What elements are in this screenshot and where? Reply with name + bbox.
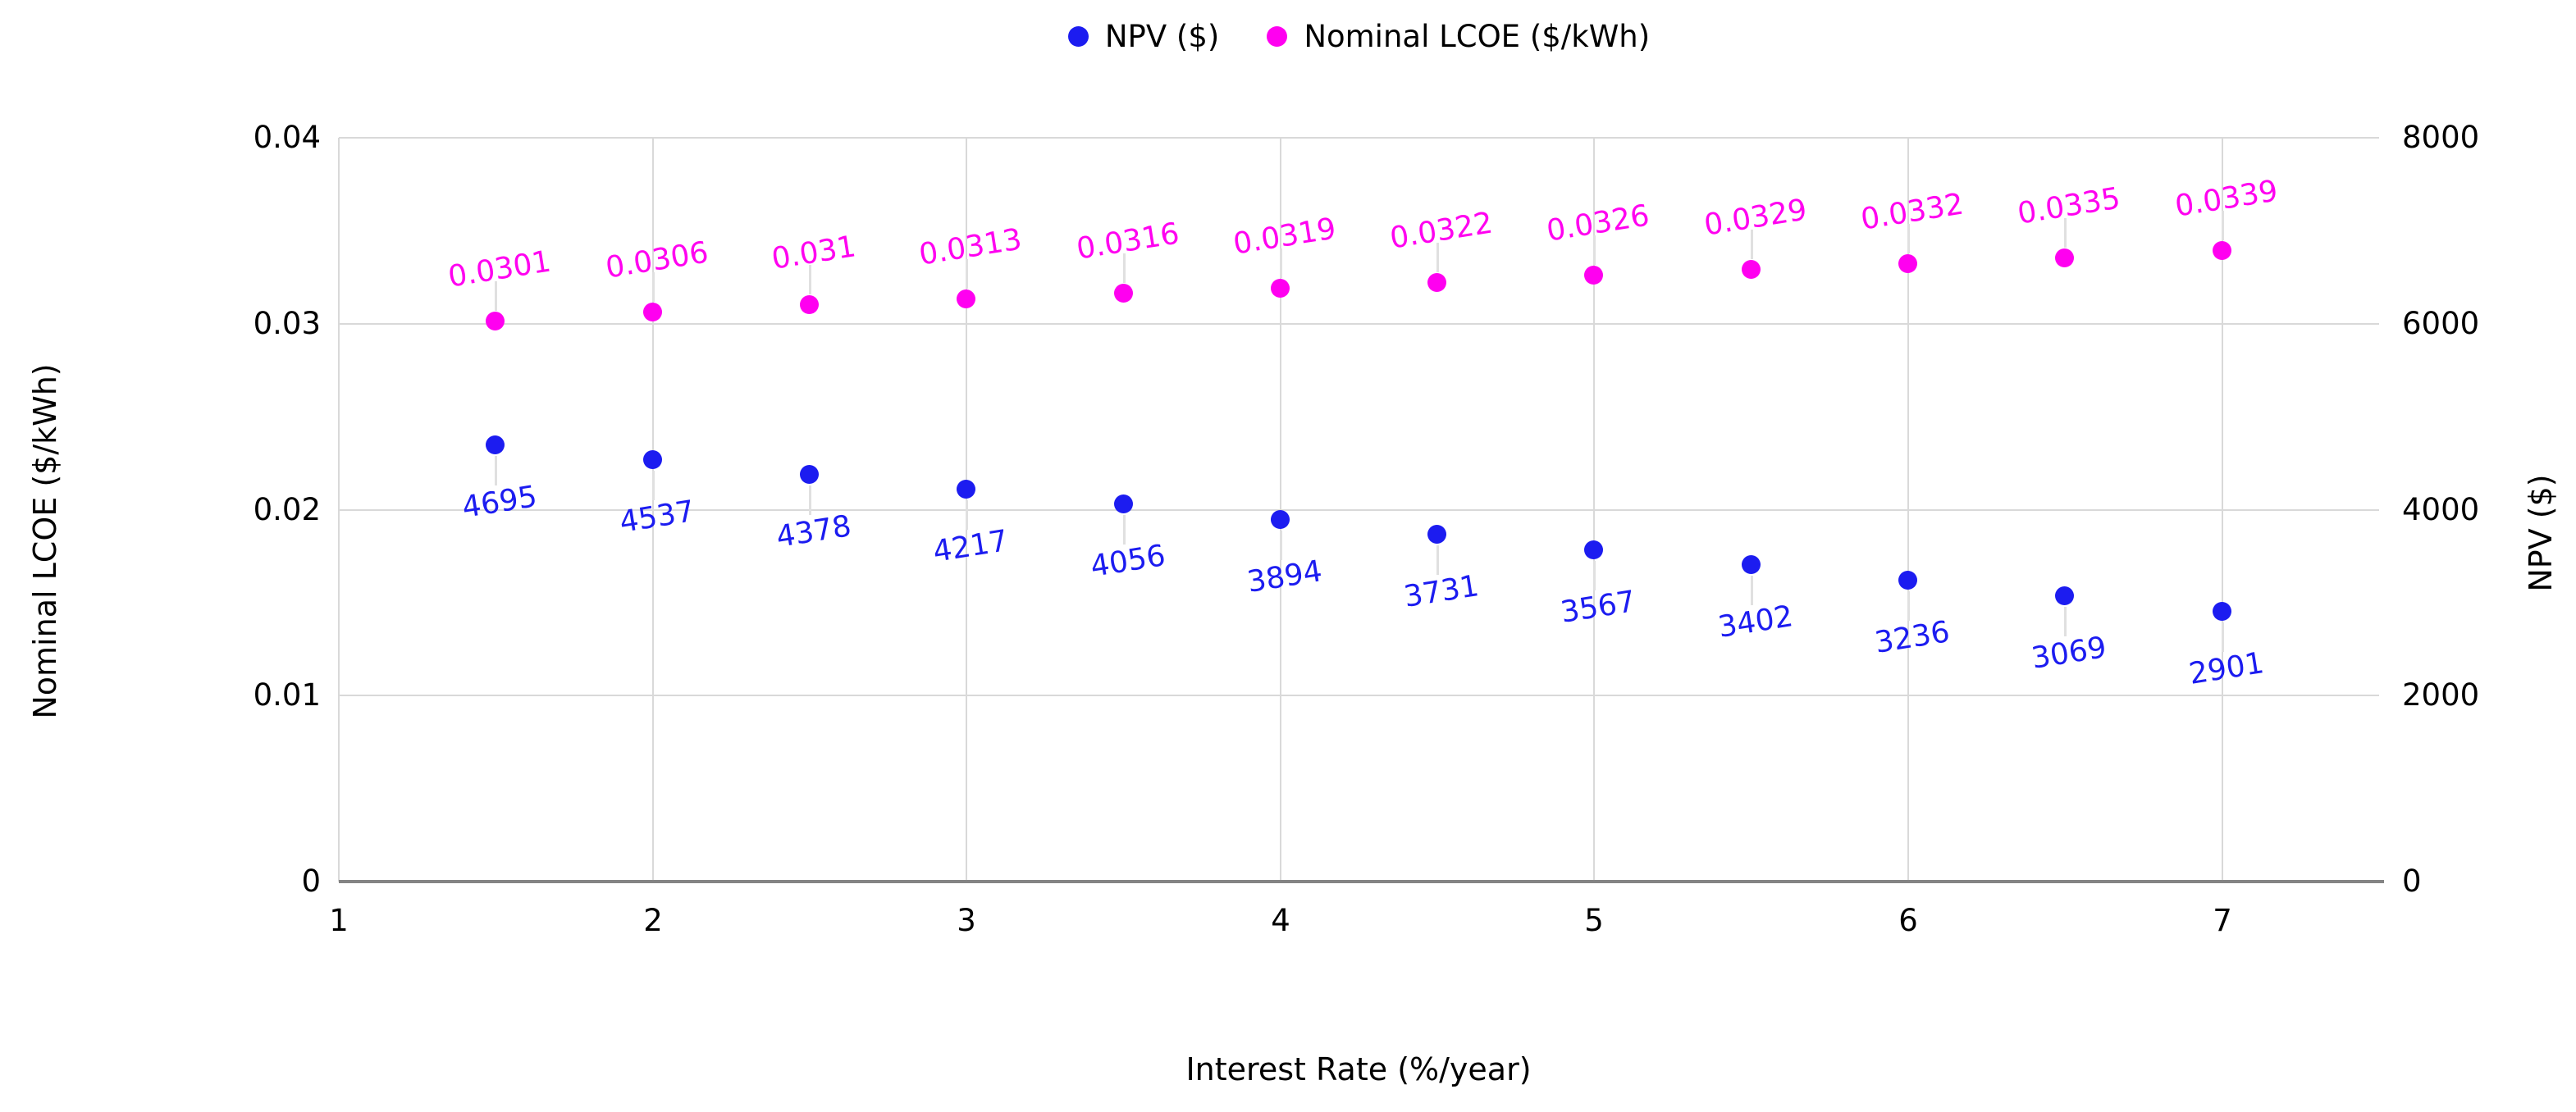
data-point: [643, 303, 662, 321]
y-tick-label-right: 8000: [2402, 120, 2480, 155]
y-tick-label-left: 0.04: [253, 120, 321, 155]
leader-line: [809, 265, 811, 294]
vgridline: [652, 138, 654, 882]
y-tick-label-right: 2000: [2402, 677, 2480, 713]
data-point: [486, 312, 505, 330]
x-tick-label: 5: [1584, 903, 1604, 938]
data-point: [1427, 273, 1446, 292]
leader-line: [1593, 235, 1596, 265]
leader-line: [2222, 211, 2224, 240]
leader-line: [966, 500, 968, 530]
data-point: [1427, 525, 1446, 544]
leader-line: [1123, 253, 1126, 283]
leader-line: [1436, 545, 1439, 575]
y-tick-label-right: 6000: [2402, 306, 2480, 341]
data-point: [1898, 571, 1917, 590]
leader-line: [2064, 218, 2067, 248]
x-tick-label: 4: [1271, 903, 1290, 938]
data-point: [2213, 241, 2231, 260]
leader-line: [1593, 561, 1596, 590]
legend-label: Nominal LCOE ($/kWh): [1304, 18, 1651, 54]
leader-line: [1280, 248, 1282, 278]
x-axis-line: [339, 880, 2384, 883]
leader-line: [1907, 224, 1910, 253]
vgridline: [1907, 138, 1909, 882]
leader-line: [1280, 531, 1282, 560]
x-tick-label: 2: [643, 903, 663, 938]
x-tick-label: 6: [1898, 903, 1918, 938]
leader-line: [2222, 622, 2224, 652]
data-point: [1271, 510, 1290, 529]
data-point: [1584, 266, 1603, 285]
leader-line: [1436, 243, 1439, 272]
data-point: [957, 289, 975, 308]
left-axis-title: Nominal LCOE ($/kWh): [27, 363, 63, 719]
data-point: [1114, 284, 1133, 303]
data-point: [2055, 586, 2074, 605]
y-tick-label-right: 0: [2402, 864, 2422, 899]
data-point: [2213, 602, 2231, 621]
vgridline: [1280, 138, 1281, 882]
leader-line: [809, 485, 811, 515]
leader-line: [1123, 515, 1126, 545]
legend-label: NPV ($): [1104, 18, 1220, 54]
hgridline: [339, 323, 2379, 325]
legend: NPV ($) Nominal LCOE ($/kWh): [339, 13, 2379, 59]
leader-line: [1907, 591, 1910, 621]
leader-line: [966, 259, 968, 289]
data-point: [800, 465, 819, 484]
y-tick-label-left: 0.01: [253, 677, 321, 713]
x-tick-label: 3: [957, 903, 976, 938]
x-tick-label: 1: [329, 903, 349, 938]
data-point: [1271, 279, 1290, 298]
data-point: [1584, 540, 1603, 559]
legend-swatch-icon: [1267, 25, 1288, 47]
legend-item: Nominal LCOE ($/kWh): [1267, 19, 1650, 54]
data-point: [1114, 494, 1133, 513]
x-axis-title: Interest Rate (%/year): [1185, 1051, 1532, 1087]
data-point: [957, 480, 975, 499]
y-tick-label-left: 0: [301, 864, 321, 899]
data-point: [2055, 248, 2074, 267]
leader-line: [495, 281, 497, 311]
x-tick-label: 7: [2213, 903, 2232, 938]
leader-line: [2064, 607, 2067, 636]
vgridline: [1593, 138, 1595, 882]
data-point: [800, 295, 819, 314]
leader-line: [652, 272, 655, 302]
leader-line: [495, 456, 497, 485]
data-point: [486, 435, 505, 454]
y-tick-label-right: 4000: [2402, 492, 2480, 527]
vgridline: [338, 138, 340, 882]
data-point: [1742, 555, 1761, 574]
data-point: [643, 450, 662, 469]
leader-line: [1751, 230, 1753, 259]
data-point: [1742, 260, 1761, 279]
right-axis-title: NPV ($): [2523, 474, 2559, 592]
hgridline: [339, 695, 2379, 696]
leader-line: [1751, 576, 1753, 605]
vgridline: [2222, 138, 2223, 882]
data-point: [1898, 254, 1917, 273]
y-tick-label-left: 0.02: [253, 492, 321, 527]
y-tick-label-left: 0.03: [253, 306, 321, 341]
legend-swatch-icon: [1067, 25, 1089, 47]
hgridline: [339, 509, 2379, 511]
legend-item: NPV ($): [1067, 18, 1220, 54]
leader-line: [652, 471, 655, 500]
hgridline: [339, 137, 2379, 139]
